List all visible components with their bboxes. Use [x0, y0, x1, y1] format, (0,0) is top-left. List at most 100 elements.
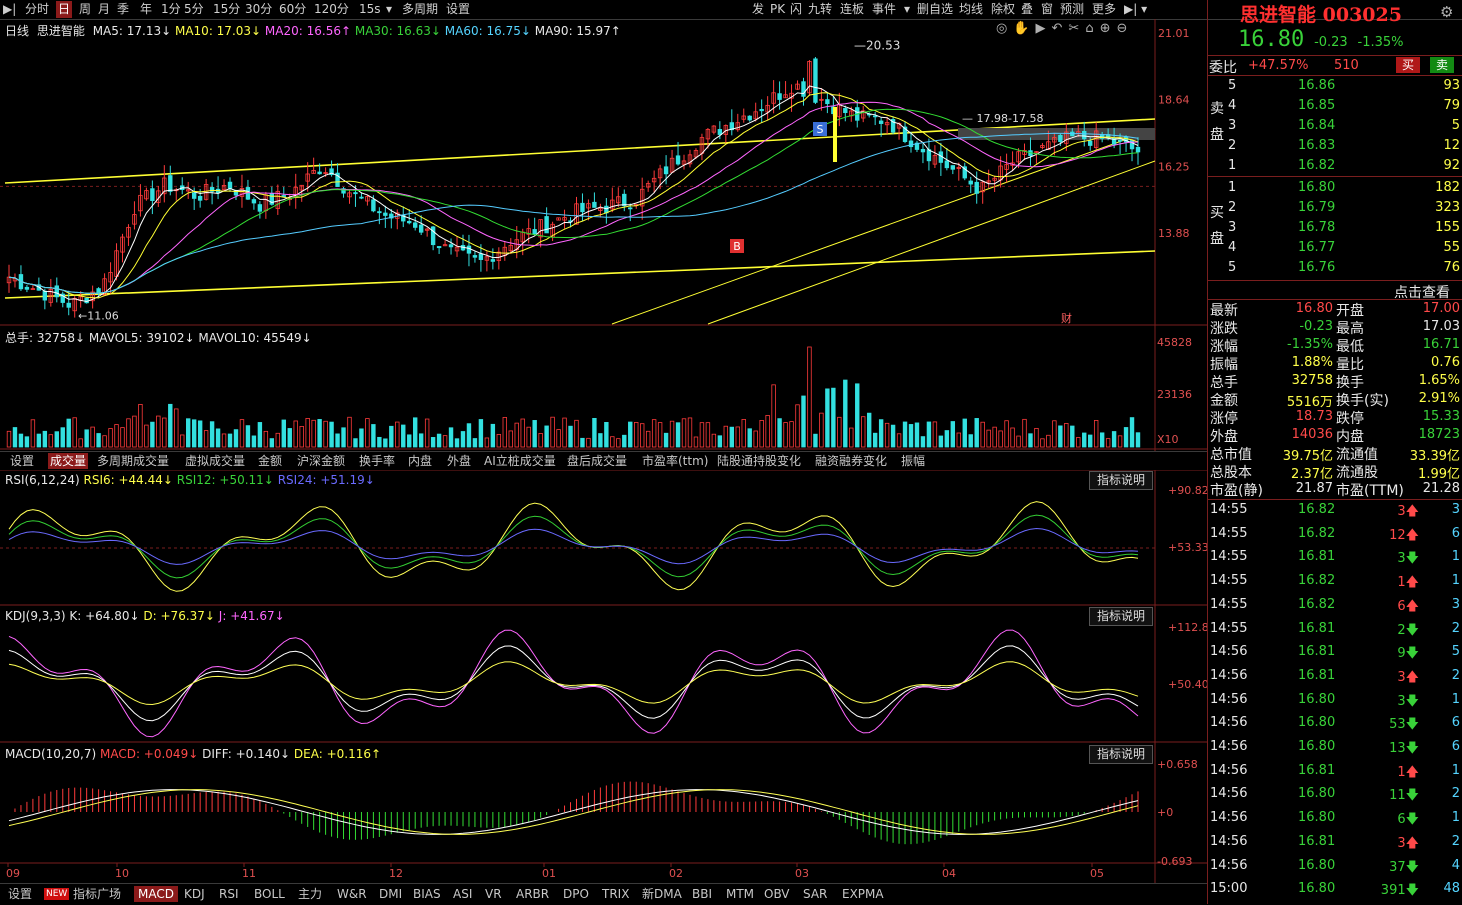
kdj-k: K: +64.80↓	[69, 609, 140, 623]
indicator-tab-2[interactable]: 指标广场	[73, 887, 122, 901]
toolbar-expand-icon[interactable]: ▶| ▾	[1124, 2, 1148, 16]
stat-label: 换手	[1336, 375, 1364, 391]
toolbar-right-0[interactable]: 发	[752, 2, 765, 16]
toolbar-right-11[interactable]: 预测	[1060, 2, 1085, 16]
volume-tab-12[interactable]: 陆股通持股变化	[717, 454, 802, 468]
toolbar-right-12[interactable]: 更多	[1092, 2, 1117, 16]
indicator-tab-20[interactable]: SAR	[803, 887, 828, 901]
indicator-tab-3[interactable]: MACD	[134, 886, 178, 902]
indicator-tab-18[interactable]: MTM	[726, 887, 755, 901]
volume-tab-8[interactable]: 外盘	[447, 454, 472, 468]
chart-tools[interactable]: ◎✋▶↶✂⌂⊕⊖	[996, 21, 1134, 36]
period-tab-9[interactable]: 30分	[245, 2, 273, 16]
ask-level-row[interactable]: 3 16.84 5	[1208, 116, 1462, 135]
indicator-tab-16[interactable]: 新DMA	[642, 887, 682, 901]
volume-tab-5[interactable]: 沪深金额	[297, 454, 346, 468]
stat-label: 内盘	[1336, 429, 1364, 445]
period-tab-12[interactable]: 15s	[359, 2, 381, 16]
volume-tab-6[interactable]: 换手率	[359, 454, 396, 468]
period-tab-8[interactable]: 15分	[213, 2, 241, 16]
chart-area[interactable]: 21.01 18.64 16.25 13.88 —20.53 ←11.06 — 17.98-…	[0, 19, 1207, 884]
bid-level-row[interactable]: 1 16.80 182	[1208, 178, 1462, 197]
indicator-tab-21[interactable]: EXPMA	[842, 887, 884, 901]
volume-tab-13[interactable]: 融资融券变化	[815, 454, 888, 468]
toolbar-right-5[interactable]: 事件	[872, 2, 897, 16]
candle-body	[681, 160, 687, 165]
indicator-tab-13[interactable]: ARBR	[516, 887, 550, 901]
indicator-tab-14[interactable]: DPO	[563, 887, 589, 901]
macd-explain-button[interactable]: 指标说明	[1089, 745, 1153, 764]
toolbar-right-10[interactable]: 窗	[1041, 2, 1054, 16]
bid-level-row[interactable]: 2 16.79 323	[1208, 198, 1462, 217]
ask-level-row[interactable]: 1 16.82 92	[1208, 156, 1462, 175]
indicator-tab-19[interactable]: OBV	[764, 887, 790, 901]
indicator-tab-4[interactable]: KDJ	[184, 887, 205, 901]
volume-tab-14[interactable]: 振幅	[901, 454, 926, 468]
period-tab-5[interactable]: 年	[140, 2, 153, 16]
toolbar-collapse-icon[interactable]: ▶|	[3, 2, 17, 16]
indicator-tab-12[interactable]: VR	[485, 887, 502, 901]
volume-bar	[180, 434, 185, 448]
toolbar-right-8[interactable]: 除权	[991, 2, 1016, 16]
sell-button[interactable]: 卖	[1430, 57, 1454, 73]
settings-gear-icon[interactable]: ⚙	[1440, 3, 1454, 21]
volume-tab-0[interactable]: 设置	[10, 454, 35, 468]
period-tab-1[interactable]: 日	[56, 1, 73, 18]
ask-level-row[interactable]: 2 16.83 12	[1208, 136, 1462, 155]
period-tab-0[interactable]: 分时	[25, 2, 50, 16]
indicator-tab-7[interactable]: 主力	[298, 887, 323, 901]
down-arrow-icon: 🡇	[1405, 788, 1419, 804]
toolbar-right-7[interactable]: 均线	[959, 2, 984, 16]
bid-level-row[interactable]: 4 16.77 55	[1208, 238, 1462, 257]
indicator-tab-15[interactable]: TRIX	[602, 887, 630, 901]
indicator-tab-10[interactable]: BIAS	[413, 887, 441, 901]
volume-tab-2[interactable]: 多周期成交量	[97, 454, 170, 468]
period-tab-2[interactable]: 周	[79, 2, 92, 16]
indicator-tab-17[interactable]: BBI	[692, 887, 713, 901]
buy-button[interactable]: 买	[1396, 57, 1420, 73]
volume-tab-3[interactable]: 虚拟成交量	[185, 454, 246, 468]
volume-tab-7[interactable]: 内盘	[408, 454, 433, 468]
tick-count: 1	[1451, 810, 1460, 826]
period-tab-3[interactable]: 月	[98, 2, 111, 16]
indicator-tab-8[interactable]: W&R	[337, 887, 367, 901]
period-dropdown-icon[interactable]: ▾	[386, 2, 393, 16]
period-tab-7[interactable]: 5分	[184, 2, 204, 16]
stat-label: 总手	[1210, 375, 1238, 391]
candle-body	[950, 165, 956, 170]
period-tab-4[interactable]: 季	[117, 2, 130, 16]
volume-tab-10[interactable]: 盘后成交量	[567, 454, 628, 468]
indicator-tab-6[interactable]: BOLL	[254, 887, 285, 901]
period-tab-6[interactable]: 1分	[161, 2, 181, 16]
indicator-tab-0[interactable]: 设置	[8, 887, 33, 901]
bid-level-row[interactable]: 3 16.78 155	[1208, 218, 1462, 237]
indicator-tab-11[interactable]: ASI	[453, 887, 473, 901]
indicator-tab-9[interactable]: DMI	[379, 887, 403, 901]
period-tab-10[interactable]: 60分	[279, 2, 307, 16]
volume-tab-1[interactable]: 成交量	[48, 453, 89, 469]
volume-tab-11[interactable]: 市盈率(ttm)	[642, 454, 709, 468]
period-tab-13[interactable]: 多周期	[402, 2, 439, 16]
month-label: 12	[389, 867, 403, 880]
volume-tab-9[interactable]: AI立桩成交量	[484, 454, 556, 468]
volume-tab-4[interactable]: 金额	[258, 454, 283, 468]
toolbar-right-4[interactable]: 连板	[840, 2, 865, 16]
ask-level-row[interactable]: 4 16.85 79	[1208, 96, 1462, 115]
chart-canvas[interactable]: 21.01 18.64 16.25 13.88 —20.53 ←11.06 — 17.98-…	[0, 19, 1207, 884]
toolbar-right-1[interactable]: PK	[770, 2, 786, 16]
toolbar-right-2[interactable]: 闪	[790, 2, 803, 16]
event-dropdown-icon[interactable]: ▾	[904, 2, 911, 16]
period-tab-11[interactable]: 120分	[314, 2, 349, 16]
indicator-tab-5[interactable]: RSI	[219, 887, 239, 901]
toolbar-right-9[interactable]: 叠	[1021, 2, 1034, 16]
toolbar-right-3[interactable]: 九转	[808, 2, 833, 16]
indicator-tab-1[interactable]: NEW	[44, 888, 70, 900]
kdj-explain-button[interactable]: 指标说明	[1089, 607, 1153, 626]
click-view-link[interactable]: 点击查看	[1394, 285, 1450, 301]
toolbar-right-6[interactable]: 删自选	[917, 2, 954, 16]
bid-level-row[interactable]: 5 16.76 76	[1208, 258, 1462, 277]
stat-value: 14036	[1291, 427, 1333, 442]
rsi-explain-button[interactable]: 指标说明	[1089, 471, 1153, 490]
period-tab-14[interactable]: 设置	[446, 2, 471, 16]
ask-level-row[interactable]: 5 16.86 93	[1208, 76, 1462, 95]
